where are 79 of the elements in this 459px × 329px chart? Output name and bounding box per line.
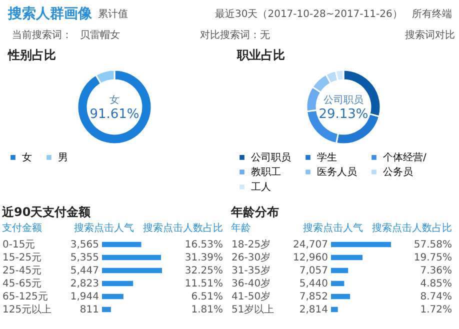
- chart-title: 职业占比: [236, 48, 285, 62]
- x-axis-title: 搜索点击人气: [74, 222, 134, 234]
- bar: [331, 254, 362, 260]
- bar: [102, 280, 134, 286]
- data-label: 7,057: [299, 266, 328, 276]
- chart-title: 性别占比: [7, 48, 56, 62]
- text: 1.72%: [420, 304, 452, 316]
- text: 女: [110, 94, 120, 106]
- text: 8.74%: [420, 292, 452, 302]
- y-axis-title: 支付金额: [2, 222, 42, 234]
- text: 当前搜索词：: [12, 29, 72, 41]
- data-label: 3,565: [70, 240, 99, 250]
- legend-label: 学生: [317, 151, 337, 164]
- bar: [331, 268, 348, 274]
- bar: [331, 280, 344, 286]
- text: 公司职员: [324, 94, 364, 106]
- data-label: 811: [80, 304, 99, 316]
- legend-label: 医务人员: [317, 166, 357, 178]
- data-label: 5,447: [70, 266, 99, 276]
- text: 搜索点击人数占比: [143, 222, 223, 234]
- legend-label: 教职工: [251, 167, 281, 178]
- y-tick-label: 45-65元: [2, 278, 42, 290]
- y-tick-label: 15-25元: [2, 252, 42, 264]
- text: 19.75%: [414, 252, 452, 264]
- data-label: 2,814: [299, 304, 328, 316]
- text: 搜索点击人数占比: [372, 222, 452, 234]
- bar: [331, 242, 391, 248]
- y-tick-label: 25-45元: [2, 266, 42, 276]
- donut-slice: [76, 69, 152, 145]
- text: 16.53%: [184, 240, 223, 250]
- text: 91.61%: [90, 107, 140, 122]
- bar: [102, 254, 161, 260]
- text: 搜索词对比: [405, 29, 455, 41]
- y-axis-title: 年龄: [231, 222, 251, 234]
- text: 29.13%: [318, 107, 368, 122]
- text: 4.85%: [420, 278, 452, 290]
- legend-label: 公司职员: [251, 151, 291, 164]
- text: 最近30天（2017-10-28~2017-11-26）: [215, 8, 402, 20]
- bar: [102, 242, 142, 248]
- legend-label: 工人: [251, 182, 271, 193]
- legend-label: 男: [58, 152, 68, 164]
- data-label: 24,707: [293, 240, 328, 250]
- y-tick-label: 31-35岁: [232, 264, 271, 276]
- bar: [102, 306, 111, 312]
- x-axis-title: 搜索点击人气: [303, 222, 363, 234]
- legend-label: 公务员: [383, 166, 413, 178]
- data-label: 2,823: [70, 278, 99, 290]
- data-label: 7,852: [299, 292, 328, 302]
- y-tick-label: 18-25岁: [232, 238, 271, 250]
- data-label: 1,944: [70, 292, 99, 302]
- text: 6.51%: [191, 292, 223, 302]
- text: 11.51%: [184, 278, 223, 290]
- bar: [331, 306, 338, 312]
- text: 所有终端: [412, 8, 452, 20]
- data-label: 12,960: [293, 252, 328, 264]
- text: 对比搜索词：无: [200, 29, 270, 41]
- text: 累计值: [98, 8, 128, 20]
- legend-label: 女: [22, 151, 32, 164]
- y-tick-label: 26-30岁: [232, 252, 271, 264]
- y-tick-label: 36-40岁: [232, 278, 271, 290]
- text: 7.36%: [420, 266, 452, 276]
- bar: [331, 294, 350, 300]
- y-tick-label: 0-15元: [2, 240, 36, 250]
- text: 57.58%: [414, 240, 452, 250]
- y-tick-label: 51岁以上: [232, 304, 274, 316]
- text: 贝雷帽女: [80, 29, 120, 41]
- text: 32.25%: [184, 266, 223, 276]
- text: 搜索人群画像: [7, 6, 93, 22]
- text: 1.81%: [191, 304, 223, 316]
- data-label: 5,440: [299, 278, 328, 290]
- y-tick-label: 65-125元: [2, 292, 48, 302]
- legend-label: 个体经营/: [383, 151, 427, 164]
- y-tick-label: 125元以上: [2, 304, 52, 316]
- text: 31.39%: [184, 252, 223, 264]
- bar: [102, 294, 124, 300]
- y-tick-label: 41-50岁: [232, 290, 271, 302]
- bar: [102, 268, 162, 274]
- chart-title: 年龄分布: [230, 205, 279, 219]
- data-label: 5,355: [70, 252, 99, 264]
